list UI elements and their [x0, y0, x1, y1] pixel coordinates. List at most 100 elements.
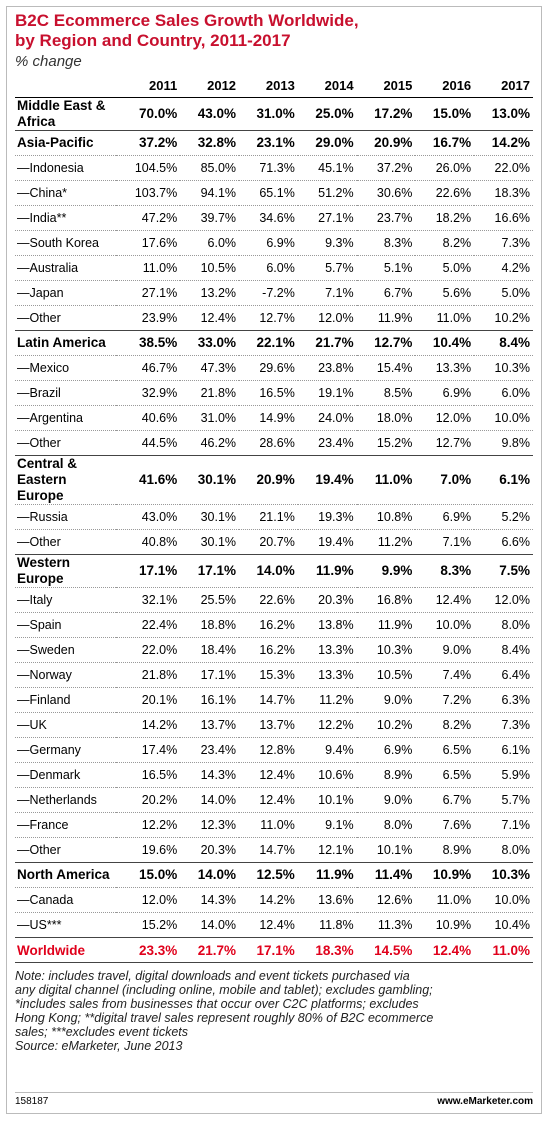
note-line: Note: includes travel, digital downloads… — [15, 969, 410, 983]
cell: 15.2% — [356, 430, 416, 456]
row-label: —Italy — [15, 587, 116, 613]
cell: 8.3% — [415, 554, 475, 588]
cell: 7.2% — [415, 687, 475, 713]
table-row: —Germany 17.4% 23.4% 12.8% 9.4% 6.9% 6.5% 6.1% — [15, 737, 533, 763]
cell: 10.3% — [356, 637, 416, 663]
cell: 19.3% — [297, 504, 357, 530]
column-header: 2015 — [356, 74, 416, 98]
cell: 10.2% — [356, 712, 416, 738]
cell: 18.0% — [356, 405, 416, 431]
cell: 5.2% — [474, 504, 533, 530]
cell: 14.2% — [116, 712, 181, 738]
table-row: Western Europe 17.1% 17.1% 14.0% 11.9% 9.9% 8.… — [15, 554, 533, 588]
row-label: —Mexico — [15, 355, 116, 381]
title: B2C Ecommerce Sales Growth Worldwide, by… — [15, 11, 533, 51]
row-label: —UK — [15, 712, 116, 738]
row-label: —Spain — [15, 612, 116, 638]
row-label: Western Europe — [15, 554, 116, 588]
table-row: —Sweden 22.0% 18.4% 16.2% 13.3% 10.3% 9.0% 8.4% — [15, 637, 533, 663]
cell: 13.7% — [180, 712, 240, 738]
cell: 10.8% — [356, 504, 416, 530]
cell: 7.3% — [474, 712, 533, 738]
cell: 71.3% — [239, 155, 298, 181]
cell: 14.5% — [356, 937, 416, 963]
row-label: —France — [15, 812, 116, 838]
cell: 47.2% — [116, 205, 181, 231]
cell: 12.4% — [239, 787, 298, 813]
table-row: —Indonesia 104.5% 85.0% 71.3% 45.1% 37.2% 26.0… — [15, 155, 533, 181]
cell: 9.8% — [474, 430, 533, 456]
cell: 10.3% — [474, 862, 533, 888]
cell: 22.0% — [116, 637, 181, 663]
cell: 22.1% — [239, 330, 298, 356]
cell: 6.1% — [474, 737, 533, 763]
cell: 9.4% — [297, 737, 357, 763]
cell: 12.2% — [297, 712, 357, 738]
row-label: —Norway — [15, 662, 116, 688]
cell: 70.0% — [116, 97, 181, 131]
table-row: —US*** 15.2% 14.0% 12.4% 11.8% 11.3% 10.9% 10.4… — [15, 912, 533, 938]
cell: 20.2% — [116, 787, 181, 813]
cell: 6.7% — [356, 280, 416, 306]
cell: 8.4% — [474, 637, 533, 663]
cell: 11.0% — [356, 455, 416, 505]
cell: 104.5% — [116, 155, 181, 181]
cell: 65.1% — [239, 180, 298, 206]
cell: 18.8% — [180, 612, 240, 638]
cell: 8.0% — [474, 612, 533, 638]
cell: 20.1% — [116, 687, 181, 713]
cell: 11.0% — [116, 255, 181, 281]
cell: 12.4% — [180, 305, 240, 331]
row-label: —South Korea — [15, 230, 116, 256]
row-label: —Indonesia — [15, 155, 116, 181]
table-row: —Netherlands 20.2% 14.0% 12.4% 10.1% 9.0% 6.7%… — [15, 787, 533, 813]
cell: 44.5% — [116, 430, 181, 456]
row-label: —Brazil — [15, 380, 116, 406]
cell: 31.0% — [239, 97, 298, 131]
cell: 19.6% — [116, 837, 181, 863]
cell: 21.8% — [180, 380, 240, 406]
row-label: —Denmark — [15, 762, 116, 788]
cell: 6.9% — [415, 504, 475, 530]
cell: 8.5% — [356, 380, 416, 406]
cell: 7.0% — [415, 455, 475, 505]
cell: 39.7% — [180, 205, 240, 231]
row-label: Asia-Pacific — [15, 130, 116, 156]
notes: Note: includes travel, digital downloads… — [15, 969, 533, 1053]
cell: 12.2% — [116, 812, 181, 838]
cell: 12.0% — [474, 587, 533, 613]
table-row: —South Korea 17.6% 6.0% 6.9% 9.3% 8.3% 8.2% 7.3… — [15, 230, 533, 256]
cell: 17.1% — [116, 554, 181, 588]
header-blank — [15, 74, 116, 98]
cell: 23.9% — [116, 305, 181, 331]
cell: 8.3% — [356, 230, 416, 256]
cell: 12.0% — [415, 405, 475, 431]
cell: 30.6% — [356, 180, 416, 206]
row-label: —India** — [15, 205, 116, 231]
column-header: 2011 — [116, 74, 181, 98]
cell: -7.2% — [239, 280, 298, 306]
table-row: —Other 23.9% 12.4% 12.7% 12.0% 11.9% 11.0% 10.2… — [15, 305, 533, 331]
cell: 7.4% — [415, 662, 475, 688]
cell: 13.3% — [297, 637, 357, 663]
cell: 11.2% — [297, 687, 357, 713]
row-label: —Russia — [15, 504, 116, 530]
cell: 11.8% — [297, 912, 357, 938]
cell: 30.1% — [180, 529, 240, 555]
cell: 9.9% — [356, 554, 416, 588]
row-label: Middle East & Africa — [15, 97, 116, 131]
cell: 14.7% — [239, 687, 298, 713]
cell: 7.3% — [474, 230, 533, 256]
table-body: Middle East & Africa 70.0% 43.0% 31.0% 25.0%… — [15, 97, 533, 963]
table-row: —Finland 20.1% 16.1% 14.7% 11.2% 9.0% 7.2% 6.3% — [15, 687, 533, 713]
cell: 18.4% — [180, 637, 240, 663]
row-label: —Canada — [15, 887, 116, 913]
cell: 11.0% — [474, 937, 533, 963]
cell: 10.6% — [297, 762, 357, 788]
cell: 7.1% — [415, 529, 475, 555]
cell: 11.9% — [297, 554, 357, 588]
cell: 12.5% — [239, 862, 298, 888]
cell: 51.2% — [297, 180, 357, 206]
cell: 16.2% — [239, 612, 298, 638]
cell: 22.6% — [415, 180, 475, 206]
